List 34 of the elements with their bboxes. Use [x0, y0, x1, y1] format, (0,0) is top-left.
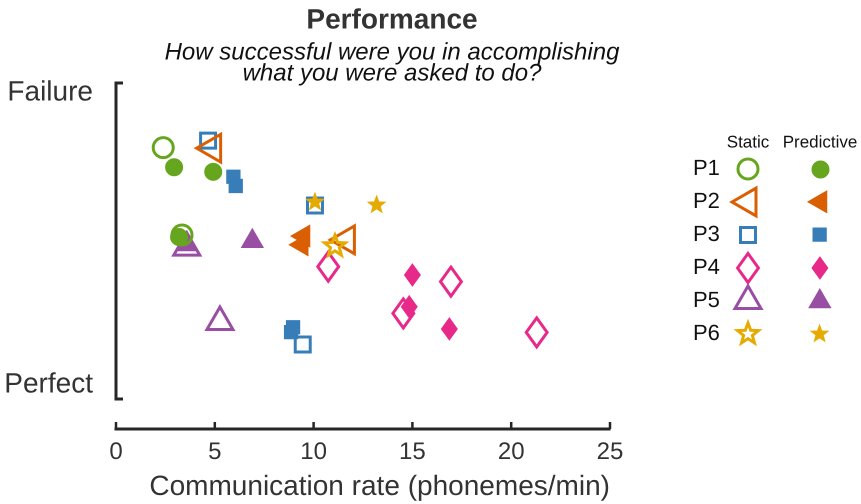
- x-axis-title: Communication rate (phonemes/min): [149, 470, 610, 501]
- point: [294, 336, 312, 354]
- point: [524, 316, 549, 348]
- point: [391, 297, 416, 330]
- legend-label: P6: [693, 320, 720, 346]
- legend-label: P3: [693, 221, 720, 246]
- point: [438, 266, 463, 298]
- text: Predictive: [782, 132, 858, 152]
- point: [404, 264, 421, 287]
- chart-title: Performance: [306, 4, 478, 35]
- x-tick-label: 0: [109, 438, 123, 466]
- point: [165, 158, 184, 176]
- legend-label: P4: [693, 254, 720, 280]
- x-tick-label: 25: [596, 438, 624, 466]
- chart-subtitle: How successful were you in accomplishing what you were asked to do?: [164, 38, 620, 87]
- legend-label: P2: [693, 188, 720, 214]
- text: Perfect: [4, 368, 94, 399]
- text: Static: [726, 132, 770, 152]
- legend-label: P1: [693, 155, 720, 180]
- point: [306, 192, 324, 210]
- point: [204, 162, 222, 181]
- legend-label: P5: [693, 287, 720, 312]
- point: [316, 250, 340, 283]
- x-tick-label: 20: [498, 438, 525, 466]
- point: [152, 136, 175, 160]
- point: [306, 196, 324, 215]
- x-tick-label: 15: [399, 438, 426, 466]
- point: [228, 178, 243, 194]
- point: [440, 317, 458, 340]
- x-tick-label: 5: [208, 438, 222, 466]
- text: Failure: [7, 76, 93, 107]
- point: [368, 195, 386, 213]
- point: [284, 324, 298, 340]
- x-tick-label: 10: [300, 438, 327, 466]
